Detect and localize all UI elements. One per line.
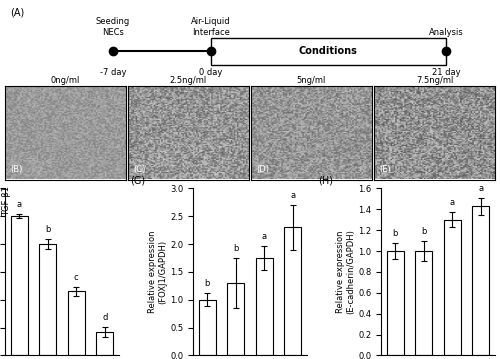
Text: b: b: [45, 225, 51, 234]
Bar: [211, 38, 446, 65]
Text: -7 day: -7 day: [100, 67, 126, 76]
Text: Analysis: Analysis: [428, 28, 464, 37]
Bar: [256, 258, 273, 355]
Text: b: b: [204, 279, 210, 288]
Text: 21 day: 21 day: [432, 67, 460, 76]
Title: 5ng/ml: 5ng/ml: [297, 76, 326, 85]
Text: b: b: [392, 229, 398, 238]
Text: d: d: [102, 313, 108, 322]
Title: 0ng/ml: 0ng/ml: [50, 76, 80, 85]
Bar: [227, 283, 244, 355]
Text: (A): (A): [10, 7, 24, 17]
Y-axis label: Relative expression
(E-cadherin/GAPDH): Relative expression (E-cadherin/GAPDH): [336, 229, 355, 314]
Bar: [39, 244, 56, 355]
Bar: [10, 216, 28, 355]
Bar: [96, 332, 114, 355]
Text: c: c: [74, 273, 78, 282]
Text: Air-Liquid
Interface: Air-Liquid Interface: [191, 17, 230, 37]
Text: Conditions: Conditions: [299, 46, 358, 56]
Bar: [284, 227, 302, 355]
Text: (H): (H): [318, 175, 334, 185]
Title: 2.5ng/ml: 2.5ng/ml: [170, 76, 207, 85]
Text: a: a: [262, 232, 267, 241]
Text: b: b: [233, 244, 238, 253]
Text: (C): (C): [133, 165, 145, 174]
Text: (B): (B): [10, 165, 22, 174]
Text: (G): (G): [130, 175, 146, 185]
Bar: [444, 220, 461, 355]
Bar: [472, 206, 490, 355]
Bar: [198, 300, 216, 355]
Text: a: a: [450, 199, 455, 208]
Text: a: a: [16, 200, 22, 209]
Y-axis label: Relative expression
(FOXJ1/GAPDH): Relative expression (FOXJ1/GAPDH): [148, 231, 168, 313]
Bar: [415, 251, 432, 355]
Text: 0 day: 0 day: [199, 67, 222, 76]
Text: TGF-β1: TGF-β1: [2, 186, 12, 216]
Text: b: b: [421, 227, 426, 236]
Text: a: a: [290, 191, 296, 200]
Text: (D): (D): [256, 165, 269, 174]
Bar: [68, 292, 85, 355]
Title: 7.5ng/ml: 7.5ng/ml: [416, 76, 454, 85]
Text: Seeding
NECs: Seeding NECs: [96, 17, 130, 37]
Text: (E): (E): [379, 165, 391, 174]
Bar: [386, 251, 404, 355]
Text: a: a: [478, 184, 484, 193]
